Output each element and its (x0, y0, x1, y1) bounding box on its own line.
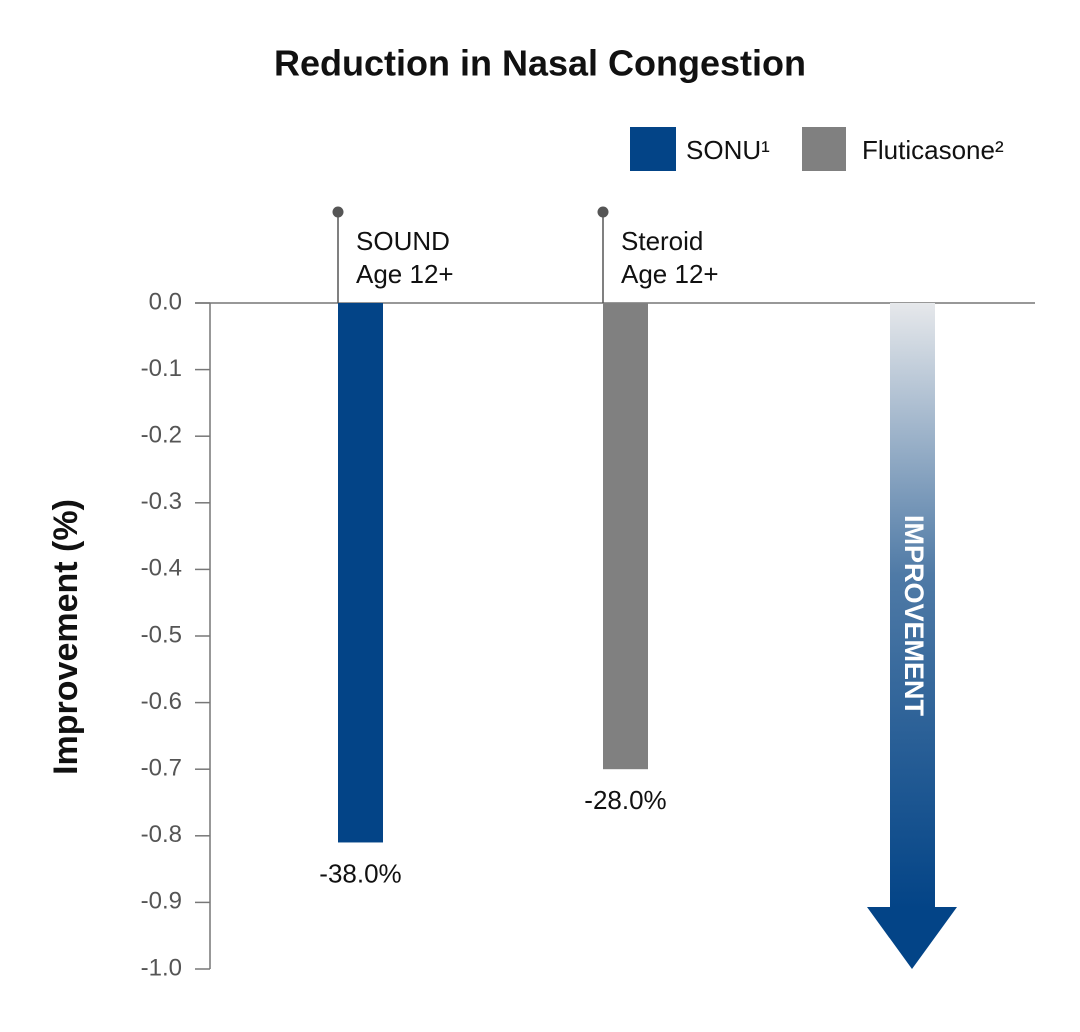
y-tick-label: -0.3 (141, 488, 182, 515)
arrow-shaft (890, 303, 935, 908)
bar (603, 303, 648, 770)
legend-label: Fluticasone² (862, 135, 1004, 165)
category-label: Steroid (621, 226, 703, 256)
pin-dot (332, 206, 344, 218)
y-tick-label: 0.0 (149, 288, 182, 315)
y-tick-label: -0.6 (141, 688, 182, 715)
category-label: Age 12+ (621, 259, 719, 289)
y-axis-label: Improvement (%) (47, 499, 85, 775)
y-tick-label: -0.7 (141, 755, 182, 782)
bar-annotation: -28.0% (584, 785, 666, 815)
arrow-head (867, 907, 957, 969)
legend-label: SONU¹ (686, 135, 770, 165)
y-tick-label: -0.1 (141, 355, 182, 382)
y-tick-label: -0.8 (141, 821, 182, 848)
bar (338, 303, 383, 843)
legend-swatch (630, 127, 676, 171)
y-tick-label: -0.4 (141, 555, 182, 582)
y-tick-label: -0.2 (141, 422, 182, 449)
category-label: SOUND (356, 226, 450, 256)
legend-swatch (802, 127, 846, 171)
y-tick-label: -1.0 (141, 954, 182, 981)
bar-annotation: -38.0% (319, 858, 401, 888)
improvement-arrow (867, 303, 957, 969)
chart-title: Reduction in Nasal Congestion (274, 43, 806, 84)
y-tick-label: -0.5 (141, 621, 182, 648)
pin-dot (597, 206, 609, 218)
y-tick-label: -0.9 (141, 888, 182, 915)
category-label: Age 12+ (356, 259, 454, 289)
arrow-label: IMPROVEMENT (899, 515, 929, 717)
